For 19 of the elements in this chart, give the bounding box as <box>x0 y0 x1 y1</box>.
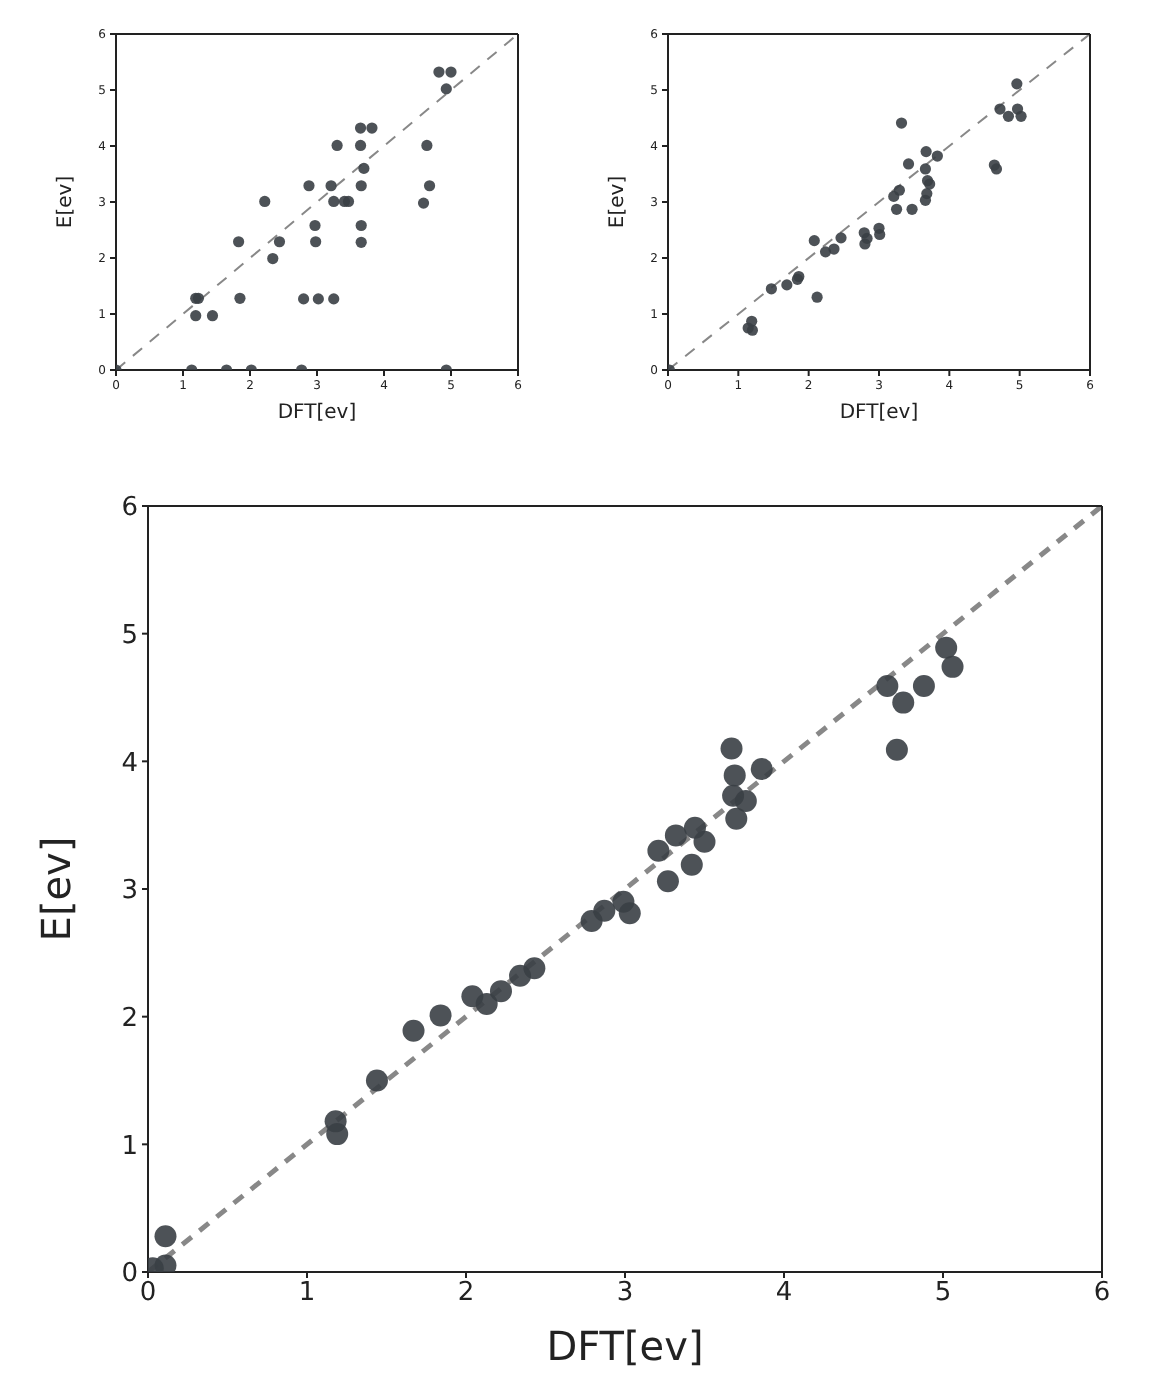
x-tick-label: 4 <box>775 1278 793 1309</box>
y-axis-title: E[ev] <box>607 175 630 229</box>
y-tick-label: 1 <box>121 1131 138 1162</box>
x-axis-title: DFT[ev] <box>546 1322 704 1370</box>
y-tick-label: 4 <box>121 748 138 779</box>
x-axis-title: DFT[ev] <box>839 402 919 424</box>
x-tick-label: 6 <box>1093 1278 1111 1309</box>
y-tick-label: 5 <box>121 620 138 651</box>
y-tick-label: 0 <box>121 1259 138 1290</box>
y-tick-label: 2 <box>121 1003 138 1034</box>
y-axis-title: E[ev] <box>55 175 78 229</box>
x-tick-label: 2 <box>457 1278 475 1309</box>
x-tick-label: 1 <box>298 1278 316 1309</box>
x-axis-title: DFT[ev] <box>277 402 357 424</box>
y-tick-label: 6 <box>121 493 138 524</box>
y-tick-label: 3 <box>121 876 138 907</box>
y-axis-title: E[ev] <box>32 836 81 942</box>
x-tick-label: 5 <box>934 1278 952 1309</box>
x-tick-label: 3 <box>616 1278 634 1309</box>
